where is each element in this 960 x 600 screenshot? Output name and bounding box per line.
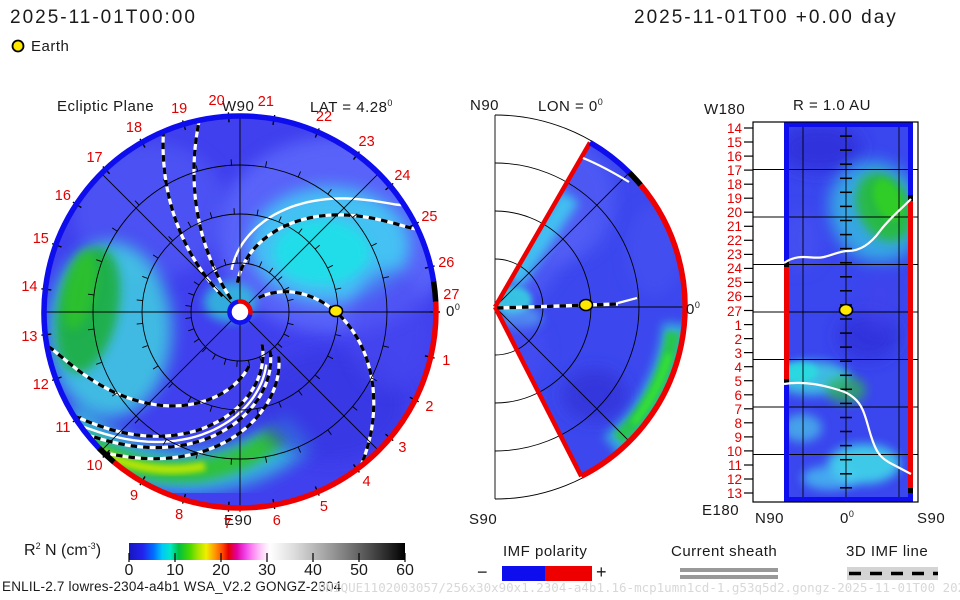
meridional-boundary: [492, 140, 688, 479]
current-sheath-line: [230, 197, 402, 270]
radial-map-frame: [752, 121, 919, 503]
imf-line: [257, 290, 376, 468]
current-sheath-line: [582, 156, 630, 183]
current-sheath-swatch: [680, 575, 778, 579]
imf-spiral-lines: [46, 120, 418, 468]
radial-map-polarity-border: [784, 122, 913, 502]
rim-positive-red: [112, 301, 439, 511]
imf-line: [73, 344, 265, 438]
imf-line: [87, 350, 273, 450]
earth-marker-meridional: [578, 298, 594, 312]
imf-positive-swatch: [545, 566, 592, 581]
legend-graphics: [502, 566, 938, 581]
colorbar: [128, 543, 406, 562]
earth-marker-ecliptic: [328, 304, 344, 318]
rim-negative-blue: [41, 113, 437, 458]
rim-sheath-black: [430, 280, 439, 302]
meridional-density-field: [495, 142, 685, 477]
imf-line-meridional: [496, 296, 638, 310]
current-sheath-swatch: [680, 568, 778, 572]
ecliptic-plane-plot: [41, 112, 440, 512]
imf-line: [192, 120, 233, 301]
imf-line: [103, 356, 281, 461]
radial-map-plot: [744, 121, 919, 503]
imf-negative-swatch: [502, 566, 545, 581]
earth-icon: [11, 39, 25, 53]
rim-sheath-black: [97, 446, 116, 465]
current-sheath-lines-map: [783, 198, 912, 475]
colorbar-gradient: [129, 543, 405, 560]
earth-marker-map: [838, 303, 854, 317]
imf-line: [235, 213, 418, 284]
ecliptic-polarity-rim: [41, 113, 439, 511]
sun-icon: [227, 299, 253, 325]
imf-line: [46, 344, 251, 408]
meridional-plane-plot: [492, 114, 688, 500]
row-tick-marks: [744, 127, 753, 494]
current-sheath-line: [82, 364, 268, 444]
radial-map-grid: [753, 122, 918, 502]
colorbar-tick-marks: [128, 553, 406, 562]
